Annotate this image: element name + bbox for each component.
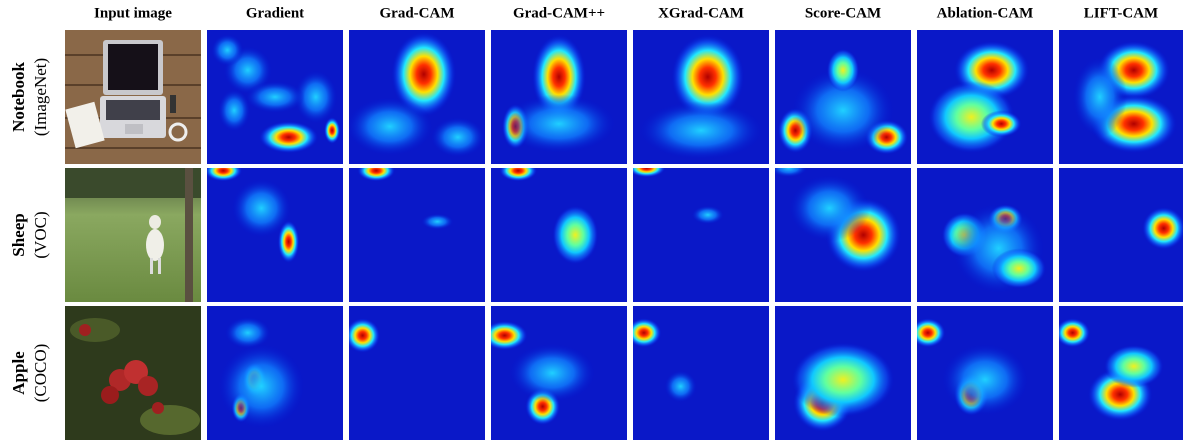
heatmap-background — [349, 168, 485, 302]
heatmap-blob — [491, 320, 528, 351]
heatmap — [1059, 168, 1183, 302]
column-header: XGrad-CAM — [658, 5, 744, 21]
column-header: Input image — [94, 5, 172, 21]
heatmap-blob — [826, 48, 860, 92]
heatmap-blob — [633, 168, 666, 178]
heatmap-blob — [391, 31, 457, 118]
heatmap-blob — [323, 117, 341, 144]
heatmap — [775, 30, 911, 164]
heatmap — [491, 168, 627, 302]
heatmap-blob — [664, 370, 697, 403]
heatmap-blob — [508, 343, 596, 403]
heatmap-blob — [980, 110, 1022, 138]
heatmap — [775, 306, 911, 440]
heatmap-blob — [1059, 318, 1091, 348]
heatmap-blob — [217, 343, 305, 430]
heatmap-blob — [917, 318, 946, 348]
heatmap — [917, 30, 1053, 164]
heatmap-blob — [211, 34, 244, 67]
heatmap — [207, 306, 343, 440]
heatmap-blob — [671, 34, 745, 120]
heatmap-blob — [349, 97, 434, 156]
heatmap-blob — [430, 117, 485, 158]
row-dataset: (VOC) — [31, 211, 50, 258]
heatmap-blob — [775, 168, 808, 178]
heatmap-background — [633, 168, 769, 302]
heatmap-blob — [224, 316, 271, 349]
heatmap — [1059, 30, 1183, 164]
heatmap-blob — [501, 94, 617, 154]
heatmap-blob — [294, 70, 338, 124]
heatmap-blob — [499, 168, 538, 182]
heatmap-blob — [245, 80, 305, 114]
column-header: Gradient — [246, 5, 304, 21]
heatmap-blob — [231, 178, 292, 238]
heatmap — [349, 30, 485, 164]
heatmap — [491, 30, 627, 164]
heatmap-blob — [638, 101, 764, 160]
heatmap — [349, 306, 485, 440]
heatmap-blob — [791, 67, 895, 154]
column-header: LIFT-CAM — [1084, 5, 1158, 21]
input-image — [65, 30, 201, 164]
heatmap-blob — [421, 213, 454, 230]
heatmap — [633, 306, 769, 440]
heatmap — [633, 168, 769, 302]
column-header: Grad-CAM — [380, 5, 455, 21]
heatmap — [1059, 306, 1183, 440]
heatmap — [349, 168, 485, 302]
row-dataset: (COCO) — [31, 344, 50, 403]
heatmap — [633, 30, 769, 164]
heatmap-blob — [207, 168, 243, 182]
heatmap-blob — [788, 174, 871, 242]
row-dataset: (ImageNet) — [31, 58, 50, 136]
heatmap — [917, 168, 1053, 302]
heatmap-blob — [349, 318, 381, 353]
column-header: Grad-CAM++ — [513, 5, 605, 21]
heatmap-blob — [633, 318, 662, 348]
heatmap-blob — [277, 220, 300, 264]
heatmap-blob — [217, 88, 251, 132]
heatmap-blob — [1103, 344, 1164, 388]
heatmap-blob — [691, 205, 725, 225]
heatmap-blob — [791, 342, 895, 418]
heatmap-blob — [1072, 56, 1128, 138]
heatmap-blob — [941, 343, 1029, 416]
input-image — [65, 306, 201, 440]
column-header: Ablation-CAM — [937, 5, 1034, 21]
heatmap — [207, 30, 343, 164]
input-image — [65, 168, 201, 302]
heatmap-blob — [357, 168, 396, 182]
row-name: Sheep — [9, 213, 28, 256]
row-name: Notebook — [9, 62, 28, 132]
heatmap — [775, 168, 911, 302]
column-header: Score-CAM — [805, 5, 881, 21]
heatmap-blob — [552, 205, 599, 265]
heatmap-blob — [1141, 206, 1183, 250]
heatmap — [207, 168, 343, 302]
heatmap-blob — [991, 248, 1047, 289]
heatmap — [917, 306, 1053, 440]
heatmap — [491, 306, 627, 440]
heatmap-blob — [258, 121, 319, 154]
row-name: Apple — [9, 351, 28, 395]
